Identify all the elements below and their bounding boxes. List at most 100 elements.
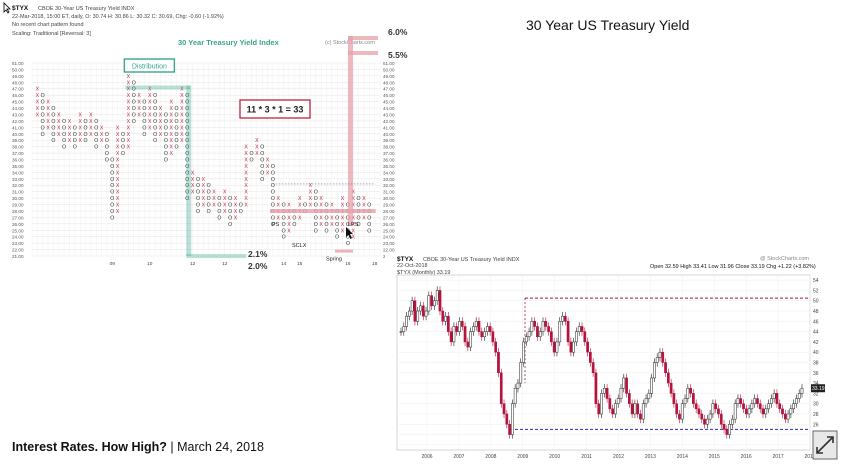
pnf-price-label-left: 34.00 — [12, 170, 24, 175]
pnf-x-mark: X — [57, 132, 61, 138]
pnf-x-mark: X — [100, 125, 104, 131]
price-candle — [775, 393, 779, 404]
pnf-x-mark: X — [202, 190, 206, 196]
line-legend: $TYX (Monthly) 33.19 — [397, 270, 451, 276]
pnf-x-mark: X — [180, 87, 184, 93]
pnf-o-mark: O — [271, 203, 275, 209]
pnf-o-mark: O — [282, 222, 286, 228]
pnf-x-mark: X — [137, 106, 141, 112]
price-candle — [538, 331, 542, 338]
pnf-o-mark: O — [164, 125, 168, 131]
pnf-o-mark: O — [217, 215, 221, 221]
pnf-price-label-left: 38.00 — [12, 145, 24, 150]
pnf-x-mark: X — [244, 183, 248, 189]
price-candle — [505, 413, 509, 425]
pnf-o-mark: O — [121, 138, 125, 144]
pnf-price-label-right: 29.00 — [383, 203, 395, 208]
pnf-x-mark: X — [180, 138, 184, 144]
line-y-tick: 30 — [813, 402, 819, 408]
pnf-o-mark: O — [357, 203, 361, 209]
pnf-o-mark: O — [175, 138, 179, 144]
pnf-o-mark: O — [367, 228, 371, 234]
pnf-year-label: 15 — [297, 261, 303, 267]
pnf-x-mark: X — [127, 145, 131, 151]
pnf-o-mark: O — [314, 190, 318, 196]
pnf-x-mark: X — [57, 112, 61, 118]
price-candle — [527, 331, 531, 338]
pnf-o-mark: O — [110, 196, 114, 202]
pnf-x-mark: X — [148, 112, 152, 118]
pnf-x-mark: X — [351, 190, 355, 196]
pnf-o-mark: O — [335, 222, 339, 228]
pnf-o-mark: O — [153, 119, 157, 125]
price-candle — [658, 351, 662, 358]
pnf-x-mark: X — [244, 190, 248, 196]
pnf-o-mark: O — [228, 209, 232, 215]
pnf-o-mark: O — [292, 215, 296, 221]
pnf-x-mark: X — [202, 183, 206, 189]
pnf-price-label-left: 30.00 — [12, 196, 24, 201]
pnf-o-mark: O — [260, 151, 264, 157]
pnf-o-mark: O — [84, 132, 88, 138]
pnf-o-mark: O — [185, 158, 189, 164]
price-candle — [680, 403, 684, 420]
pnf-x-mark: X — [159, 125, 163, 131]
pnf-x-mark: X — [362, 215, 366, 221]
price-candle — [472, 326, 475, 332]
pnf-o-mark: O — [41, 112, 45, 118]
line-x-tick: 2009 — [517, 454, 528, 460]
pnf-x-mark: X — [148, 125, 152, 131]
price-candle — [694, 403, 698, 410]
pnf-year-label: 09 — [110, 261, 116, 267]
pnf-x-mark: X — [116, 164, 120, 170]
pnf-x-mark: X — [180, 112, 184, 118]
price-candle — [491, 331, 495, 343]
pnf-x-mark: X — [266, 158, 270, 164]
pnf-x-mark: X — [116, 177, 120, 183]
price-candle — [655, 357, 659, 363]
pnf-o-mark: O — [249, 151, 253, 157]
line-x-tick: 2017 — [773, 454, 784, 460]
pnf-o-mark: O — [51, 125, 55, 131]
price-candle — [563, 315, 567, 322]
pnf-o-mark: O — [175, 119, 179, 125]
price-candle — [449, 331, 453, 343]
pnf-o-mark: O — [260, 145, 264, 151]
pnf-price-label-right: 22.00 — [383, 248, 395, 253]
pnf-price-label-left: 39.00 — [12, 138, 24, 143]
price-candle — [614, 403, 617, 415]
pnf-x-mark: X — [116, 145, 120, 151]
pnf-x-mark: X — [234, 203, 238, 209]
pnf-o-mark: O — [51, 132, 55, 138]
price-candle — [497, 351, 500, 374]
price-candle — [697, 408, 701, 415]
pnf-x-mark: X — [68, 132, 72, 138]
price-candle — [516, 382, 520, 389]
price-candle — [636, 403, 640, 415]
pnf-x-mark: X — [89, 119, 93, 125]
pnf-o-mark: O — [282, 215, 286, 221]
pnf-o-mark: O — [346, 222, 350, 228]
pnf-x-mark: X — [159, 132, 163, 138]
price-candle — [421, 305, 425, 317]
pnf-x-mark: X — [169, 100, 173, 106]
pnf-x-mark: X — [78, 125, 82, 131]
pnf-x-mark: X — [127, 125, 131, 131]
footer: Interest Rates. How High? | March 24, 20… — [12, 440, 264, 454]
price-candle — [622, 377, 626, 389]
pnf-o-mark: O — [142, 119, 146, 125]
price-candle — [575, 331, 578, 343]
pnf-x-mark: X — [341, 203, 345, 209]
zoom-tool-icon[interactable] — [812, 430, 838, 460]
price-candle — [561, 315, 564, 322]
pnf-o-mark: O — [357, 222, 361, 228]
pnf-info: 22-Mar-2018, 15:00 ET, daily, O: 30.74 H… — [12, 14, 224, 20]
pnf-x-mark: X — [100, 138, 104, 144]
pnf-o-mark: O — [196, 209, 200, 215]
pnf-pattern: No recent chart pattern found — [12, 22, 84, 28]
pnf-x-mark: X — [100, 132, 104, 138]
pnf-o-mark: O — [105, 138, 109, 144]
pnf-x-mark: X — [255, 151, 259, 157]
pnf-price-label-left: 27.00 — [12, 215, 24, 220]
pnf-o-mark: O — [271, 190, 275, 196]
